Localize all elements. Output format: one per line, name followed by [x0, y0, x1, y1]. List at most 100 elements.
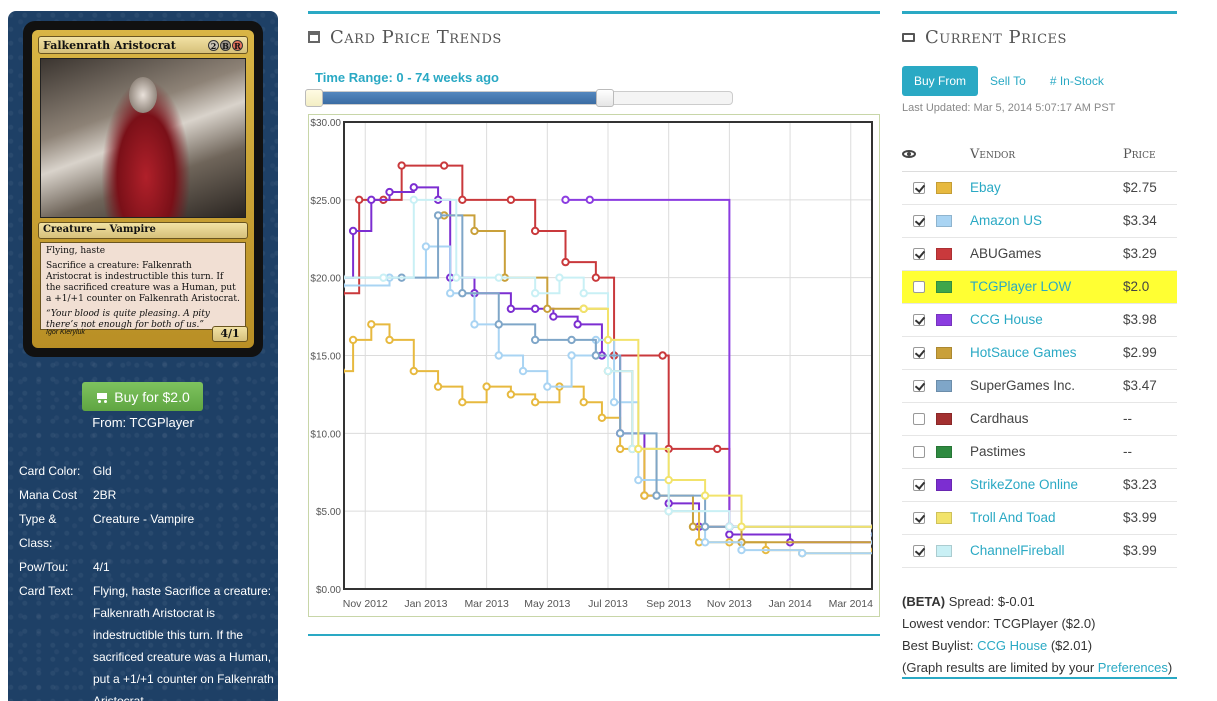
vendor-checkbox[interactable]: [913, 347, 925, 360]
data-point[interactable]: [494, 320, 503, 329]
data-point[interactable]: [433, 211, 443, 220]
data-point[interactable]: [634, 475, 643, 485]
data-point[interactable]: [354, 195, 364, 205]
data-point[interactable]: [348, 226, 358, 236]
data-point[interactable]: [688, 522, 698, 531]
time-range-slider[interactable]: [305, 89, 733, 107]
best-buylist-link[interactable]: CCG House: [977, 638, 1048, 653]
vendor-name[interactable]: StrikeZone Online: [970, 477, 1079, 492]
data-point[interactable]: [579, 398, 588, 407]
data-point[interactable]: [543, 304, 552, 314]
data-point[interactable]: [338, 290, 346, 297]
data-point[interactable]: [567, 335, 576, 345]
data-point[interactable]: [338, 282, 346, 289]
data-point[interactable]: [470, 320, 479, 329]
tab-buy-from[interactable]: Buy From: [902, 66, 979, 96]
data-point[interactable]: [458, 398, 467, 407]
data-point[interactable]: [652, 491, 661, 500]
vendor-name[interactable]: ChannelFireball: [970, 543, 1065, 558]
data-point[interactable]: [798, 548, 807, 558]
data-point[interactable]: [409, 366, 418, 376]
data-point[interactable]: [634, 444, 643, 454]
data-point[interactable]: [713, 444, 722, 454]
data-point[interactable]: [597, 413, 607, 422]
data-point[interactable]: [458, 195, 467, 205]
data-point[interactable]: [591, 351, 601, 360]
data-point[interactable]: [870, 523, 878, 530]
data-point[interactable]: [615, 429, 625, 438]
vendor-checkbox[interactable]: [913, 512, 925, 525]
data-point[interactable]: [725, 522, 734, 531]
vendor-checkbox[interactable]: [913, 215, 925, 228]
data-point[interactable]: [409, 195, 418, 205]
data-point[interactable]: [348, 335, 358, 345]
data-point[interactable]: [385, 187, 394, 197]
vendor-checkbox[interactable]: [913, 314, 925, 327]
data-point[interactable]: [664, 506, 673, 516]
tab-sell-to[interactable]: Sell To: [990, 74, 1026, 88]
vendor-checkbox[interactable]: [913, 413, 925, 426]
vendor-checkbox[interactable]: [913, 479, 925, 492]
vendor-checkbox[interactable]: [913, 446, 925, 459]
data-point[interactable]: [506, 390, 516, 399]
vendor-checkbox[interactable]: [913, 182, 925, 195]
vendor-name[interactable]: Amazon US: [970, 213, 1043, 228]
data-point[interactable]: [506, 195, 516, 205]
data-point[interactable]: [543, 382, 552, 391]
time-range-start-handle[interactable]: [305, 89, 323, 107]
preferences-link[interactable]: Preferences: [1097, 660, 1168, 675]
data-point[interactable]: [603, 335, 613, 345]
data-point[interactable]: [615, 444, 625, 454]
vendor-name[interactable]: Ebay: [970, 180, 1001, 195]
data-point[interactable]: [585, 195, 594, 205]
vendor-checkbox[interactable]: [913, 380, 925, 393]
data-point[interactable]: [573, 320, 582, 329]
data-point[interactable]: [494, 273, 503, 282]
data-point[interactable]: [433, 382, 443, 391]
data-point[interactable]: [470, 226, 479, 236]
data-point[interactable]: [338, 274, 346, 281]
price-chart[interactable]: $0.00 $5.00 $10.00 $15.00 $20.00 $25.00 $30.00…: [308, 114, 880, 617]
data-point[interactable]: [737, 522, 746, 531]
data-point[interactable]: [421, 242, 431, 251]
vendor-checkbox[interactable]: [913, 545, 925, 558]
data-point[interactable]: [725, 530, 734, 539]
data-point[interactable]: [446, 289, 455, 298]
data-point[interactable]: [700, 491, 710, 500]
data-point[interactable]: [579, 289, 588, 298]
vendor-name[interactable]: Troll And Toad: [970, 510, 1056, 525]
time-range-end-handle[interactable]: [596, 89, 614, 107]
data-point[interactable]: [367, 320, 376, 329]
data-point[interactable]: [555, 273, 564, 282]
data-point[interactable]: [367, 195, 376, 205]
vendor-name[interactable]: TCGPlayer LOW: [970, 279, 1072, 294]
data-point[interactable]: [530, 398, 540, 407]
data-point[interactable]: [579, 304, 588, 314]
data-point[interactable]: [452, 273, 461, 282]
data-point[interactable]: [549, 312, 558, 321]
vendor-name[interactable]: HotSauce Games: [970, 345, 1077, 360]
data-point[interactable]: [530, 226, 540, 236]
data-point[interactable]: [870, 531, 878, 538]
data-point[interactable]: [870, 539, 878, 546]
vendor-name[interactable]: CCG House: [970, 312, 1043, 327]
data-point[interactable]: [700, 522, 710, 531]
data-point[interactable]: [458, 289, 467, 298]
data-point[interactable]: [658, 351, 667, 360]
data-point[interactable]: [664, 475, 673, 485]
data-point[interactable]: [603, 366, 613, 376]
data-point[interactable]: [338, 368, 346, 374]
data-point[interactable]: [530, 304, 540, 314]
data-point[interactable]: [561, 257, 570, 267]
data-point[interactable]: [640, 491, 649, 500]
data-point[interactable]: [518, 366, 528, 376]
data-point[interactable]: [409, 183, 418, 192]
data-point[interactable]: [870, 547, 878, 553]
data-point[interactable]: [700, 538, 710, 547]
data-point[interactable]: [530, 289, 540, 298]
data-point[interactable]: [385, 335, 394, 345]
data-point[interactable]: [567, 351, 576, 360]
data-point[interactable]: [530, 335, 540, 345]
data-point[interactable]: [591, 273, 601, 282]
data-point[interactable]: [494, 351, 503, 360]
